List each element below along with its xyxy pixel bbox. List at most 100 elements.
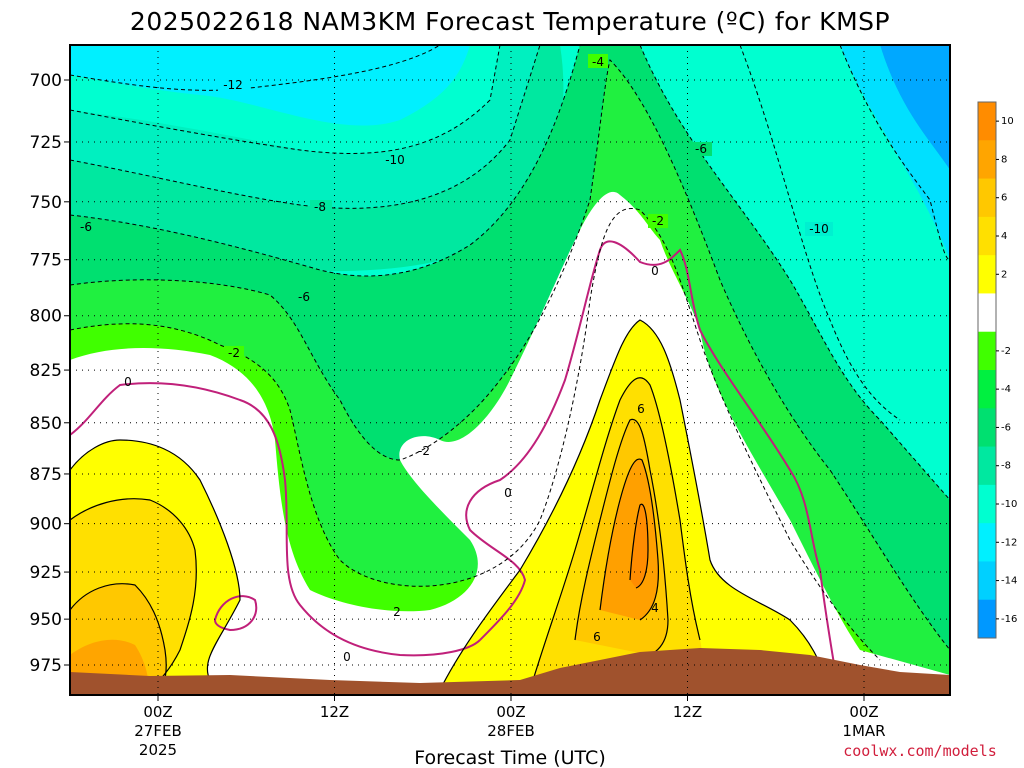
band-minus12-upper [70, 45, 470, 126]
contour-plus8-center [599, 458, 660, 621]
x-tick-label: 27FEB [134, 722, 181, 740]
x-tick-label: 12Z [673, 703, 702, 721]
colorbar-frame [977, 101, 997, 639]
colorbar: 10 8 6 4 2 -2 -4 -6 -8 -10 -12 -14 -16 [977, 101, 1017, 639]
x-tick-label: 1MAR [842, 722, 885, 740]
contour-labels: -4 -12 -6 -10 -8 -6 -2 -10 0 -6 -2 0 6 4… [76, 54, 833, 664]
contour-minus12-right [839, 45, 950, 261]
colorbar-tick-label: -12 [1001, 537, 1017, 548]
contour-plus6-center [574, 418, 669, 656]
contour-plus2-left [70, 439, 241, 681]
colorbar-segment [978, 484, 996, 524]
colorbar-tick-label: 2 [1001, 269, 1007, 280]
contour-label: -12 [223, 78, 243, 92]
colorbar-tick-label: -8 [1001, 461, 1011, 472]
colorbar-tick-label: -4 [1001, 384, 1011, 395]
contour-label: 0 [504, 486, 512, 500]
contour-plus2-center [439, 319, 831, 691]
band-minus12-upper-right [840, 45, 950, 260]
colorbar-segment [978, 140, 996, 180]
y-tick-label: 800 [30, 307, 62, 327]
y-tick-label: 875 [30, 465, 62, 485]
x-axis-label: Forecast Time (UTC) [414, 747, 605, 768]
x-tick-label: 12Z [320, 703, 349, 721]
contour-label: -2 [228, 346, 240, 360]
contour-minus8 [70, 45, 541, 209]
y-tick-label: 750 [30, 193, 62, 213]
contour-label: -10 [385, 153, 405, 167]
contour-label: 0 [124, 375, 132, 389]
colorbar-tick-label: -2 [1001, 346, 1011, 357]
contour-label: -10 [809, 222, 829, 236]
contour-minus4 [70, 59, 950, 651]
colorbar-segment [978, 561, 996, 601]
y-tick-label: 700 [30, 71, 62, 91]
contour-label: 6 [637, 402, 645, 416]
contour-minus12 [70, 45, 441, 91]
contour-minus10 [70, 45, 501, 154]
band-minus14-upper-right [880, 45, 950, 170]
colorbar-segment [978, 370, 996, 409]
contour-label: -8 [314, 200, 326, 214]
colorbar-tick-label: 6 [1001, 193, 1007, 204]
y-tick-label: 925 [30, 563, 62, 583]
contour-plus4-center [529, 377, 701, 691]
colorbar-segment [978, 216, 996, 256]
colorbar-segment [978, 178, 996, 218]
contour-label: -4 [592, 55, 604, 69]
x-tick-label: 28FEB [487, 722, 534, 740]
contour-plus4-left [70, 498, 197, 691]
colorbar-tick-label: 4 [1001, 231, 1007, 242]
colorbar-tick-label: -16 [1001, 614, 1017, 625]
x-tick-label: 2025 [139, 741, 177, 759]
contour-plus10-center [629, 503, 649, 589]
contour-label: 6 [593, 630, 601, 644]
colorbar-segment [978, 293, 996, 333]
band-zero [70, 191, 950, 695]
colorbar-segment [978, 255, 996, 294]
colorbar-tick-label: -6 [1001, 422, 1011, 433]
contour-label: -2 [418, 444, 430, 458]
zero-contour-small [213, 595, 258, 632]
zero-contour-center [465, 240, 836, 671]
negative-contours [70, 45, 950, 661]
x-gridlines [157, 45, 865, 695]
chart-title: 2025022618 NAM3KM Forecast Temperature (… [130, 7, 890, 36]
contour-minus2 [70, 208, 881, 661]
colorbar-segment [978, 523, 996, 562]
contour-minus6a [70, 45, 581, 277]
x-tick-label: 00Z [849, 703, 878, 721]
colorbar-tick-label: 8 [1001, 154, 1007, 165]
colorbar-segment [978, 446, 996, 486]
x-tick-label: 00Z [496, 703, 525, 721]
temperature-field [70, 45, 950, 695]
y-tick-label: 950 [30, 610, 62, 630]
y-tick-label: 775 [30, 251, 62, 271]
contour-label: -6 [80, 220, 92, 234]
contour-plus6-left [70, 583, 167, 691]
colorbar-segment [978, 331, 996, 371]
y-tick-label: 725 [30, 133, 62, 153]
colorbar-tick-label: -14 [1001, 576, 1017, 587]
colorbar-segment [978, 408, 996, 448]
colorbar-segment [978, 599, 996, 639]
y-tick-label: 900 [30, 515, 62, 535]
y-tick-label: 975 [30, 656, 62, 676]
colorbar-segment [978, 102, 996, 141]
y-tick-label: 850 [30, 414, 62, 434]
credit-text: coolwx.com/models [843, 742, 997, 760]
band-minus8 [70, 45, 564, 272]
contour-label: -6 [695, 142, 707, 156]
band-plus10-center [630, 504, 648, 588]
y-tick-label: 825 [30, 361, 62, 381]
zero-contour-left [70, 382, 481, 657]
y-axis: 700 725 750 775 800 825 850 875 900 925 950 975 [30, 71, 70, 676]
contour-label: 4 [651, 601, 659, 615]
contour-minus10-right [739, 45, 901, 421]
contour-label: 0 [651, 264, 659, 278]
colorbar-tick-label: 10 [1001, 116, 1014, 127]
contour-label: -6 [298, 290, 310, 304]
contour-label: 0 [343, 650, 351, 664]
